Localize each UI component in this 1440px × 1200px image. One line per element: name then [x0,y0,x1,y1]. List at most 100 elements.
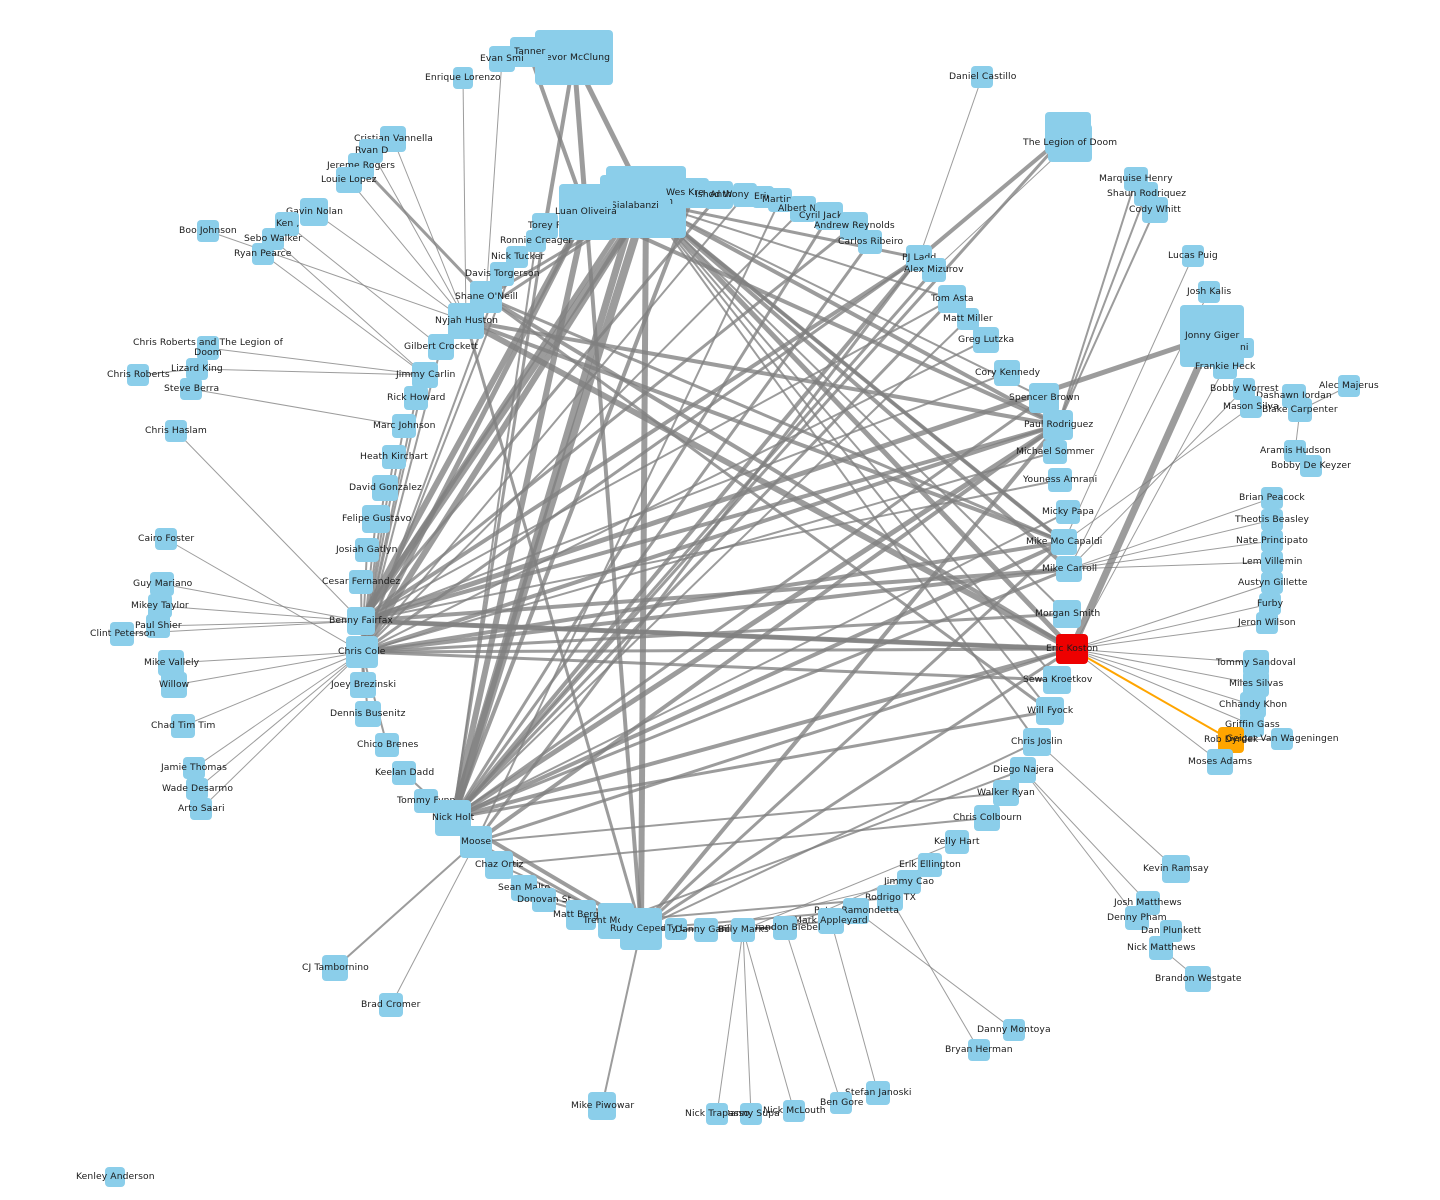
graph-node-danny-garcia[interactable] [694,918,718,942]
graph-node-tanner[interactable] [510,37,548,67]
graph-node-rob-dyrdek[interactable] [1218,727,1244,753]
graph-node-erik-ellington[interactable] [918,853,942,877]
graph-node-josiah-gatlyn[interactable] [355,538,379,562]
graph-node-kevin-ramsay[interactable] [1162,855,1190,883]
graph-node-mason-silva[interactable] [1240,396,1262,418]
graph-node-chris-haslam[interactable] [165,420,187,442]
graph-node-chaz-ortiz[interactable] [485,851,513,879]
graph-node-boo-johnson[interactable] [197,220,219,242]
graph-node-cody-whitt[interactable] [1142,197,1168,223]
graph-node-ryan-pearce[interactable] [252,243,274,265]
graph-node-blake-carpenter[interactable] [1288,398,1312,422]
graph-node-felipe-gustavo[interactable] [362,505,390,533]
graph-node-daniel-castillo[interactable] [971,66,993,88]
graph-node-rick-howard[interactable] [404,386,428,410]
graph-node-jeron-wilson[interactable] [1256,612,1278,634]
graph-node-kenley-anderson[interactable] [105,1167,125,1187]
graph-node-wes-kremer[interactable] [679,178,709,208]
graph-node-rudy-cepeda[interactable] [620,908,662,950]
graph-node-morgan-smith[interactable] [1053,600,1081,628]
graph-node-chris-colbourn[interactable] [974,805,1000,831]
graph-node-chico-brenes[interactable] [375,733,399,757]
graph-node-luan-oliveira[interactable] [559,184,613,240]
graph-node-jamie-thomas[interactable] [183,757,205,779]
graph-node-bobby-de-keyzer[interactable] [1300,455,1322,477]
graph-node-mark-appleyard[interactable] [818,908,844,934]
graph-node-greg-lutzka[interactable] [973,327,999,353]
graph-node-lucas-puig[interactable] [1182,245,1204,267]
graph-node-joey-brezinski[interactable] [350,672,376,698]
graph-node-chris-roberts-legion[interactable] [197,336,219,360]
graph-node-nick-mclouth[interactable] [783,1100,805,1122]
graph-node-carlos-ribeiro[interactable] [858,230,882,254]
graph-node-nyjah-huston[interactable] [448,303,484,339]
graph-node-moses-adams[interactable] [1207,749,1233,775]
graph-node-cristian-vannella[interactable] [380,126,406,152]
graph-node-ben-gore[interactable] [830,1092,852,1114]
graph-node-sewa-kroetkov[interactable] [1043,666,1071,694]
graph-node-brandon-westgate[interactable] [1185,966,1211,992]
graph-node-cairo-foster[interactable] [155,528,177,550]
graph-node-willow[interactable] [161,672,187,698]
graph-node-matt-berger[interactable] [566,900,596,930]
graph-node-martina[interactable] [768,188,792,212]
graph-node-chad-tim-tim[interactable] [171,714,195,738]
graph-node-ishod-wair[interactable] [705,181,733,209]
graph-node-mike-mo-capaldi[interactable] [1051,529,1077,555]
graph-node-cj-tambornino[interactable] [322,955,348,981]
graph-node-denny-pham[interactable] [1125,906,1149,930]
graph-node-benny-fairfax[interactable] [347,607,375,635]
graph-node-rodrigo-tx[interactable] [877,885,903,911]
graph-node-billy-marks[interactable] [731,918,755,942]
graph-node-wade-desarmo[interactable] [186,778,208,800]
graph-node-kelly-hart[interactable] [945,830,969,854]
graph-node-walker-ryan[interactable] [993,780,1019,806]
graph-node-guy-mariano[interactable] [150,572,174,596]
graph-node-ty-lawson[interactable] [665,918,687,940]
graph-node-danny-supa[interactable] [740,1103,762,1125]
graph-node-furby[interactable] [1259,593,1281,615]
graph-node-dennis-busenitz[interactable] [355,701,381,727]
graph-node-gavin-nolan[interactable] [300,198,328,226]
graph-node-danny-montoya[interactable] [1003,1019,1025,1041]
graph-node-heath-kirchart[interactable] [382,445,406,469]
graph-node-tommy-fynn[interactable] [414,789,438,813]
graph-node-alec-majerus[interactable] [1338,375,1360,397]
graph-node-louie-lopez[interactable] [336,167,362,193]
graph-node-bryan-herman[interactable] [968,1039,990,1061]
graph-node-amrani[interactable] [1234,338,1254,358]
graph-node-nick-trapasso[interactable] [706,1103,728,1125]
graph-node-nate-principato[interactable] [1261,530,1283,552]
graph-node-theotis-beasley[interactable] [1261,509,1283,531]
graph-node-mike-vallely[interactable] [158,650,184,676]
graph-node-alex-mizurov[interactable] [922,258,946,282]
graph-node-lizard-king[interactable] [186,358,208,380]
graph-node-clint-peterson[interactable] [110,622,134,646]
graph-node-legion-of-doom[interactable] [1048,124,1092,162]
graph-node-gilbert-crockett[interactable] [428,334,454,360]
graph-node-matt-miller[interactable] [957,308,979,330]
graph-node-marc-johnson[interactable] [392,414,416,438]
graph-node-steve-berra[interactable] [180,378,202,400]
graph-node-donovan-st[interactable] [532,888,556,912]
graph-node-bobby-worrest[interactable] [1233,378,1255,400]
graph-node-eric-koston[interactable] [1056,634,1088,664]
graph-node-cory-kennedy[interactable] [994,360,1020,386]
graph-node-stefan-janoski[interactable] [866,1081,890,1105]
graph-node-cyril-jackson[interactable] [815,202,843,230]
graph-node-spencer-brown[interactable] [1029,383,1059,413]
graph-node-griffin-gass[interactable] [1240,713,1264,737]
graph-node-austyn-gillette[interactable] [1261,572,1283,594]
graph-node-albert-nyberg[interactable] [790,196,816,222]
graph-node-youness-amrani[interactable] [1048,468,1072,492]
graph-node-chris-joslin[interactable] [1023,728,1051,756]
graph-node-mike-carroll[interactable] [1056,556,1082,582]
graph-node-cesar-fernandez[interactable] [349,570,373,594]
graph-node-arto-saari[interactable] [190,798,212,820]
graph-node-keelan-dadd[interactable] [392,761,416,785]
graph-node-chris-cole[interactable] [346,636,378,668]
graph-node-micky-papa[interactable] [1056,500,1080,524]
graph-node-geiger-van-wageningen[interactable] [1271,728,1293,750]
graph-node-evan-smith[interactable] [489,46,515,72]
